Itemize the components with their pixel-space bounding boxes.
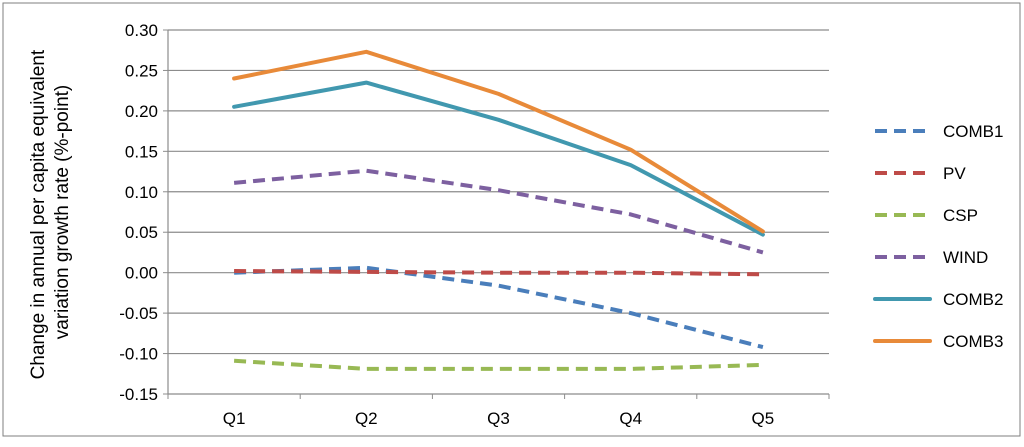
legend-label-wind: WIND (943, 248, 988, 267)
series-layer (232, 49, 765, 371)
y-tick-label: -0.15 (119, 385, 158, 404)
y-axis-label: Change in annual per capita equivalent v… (28, 45, 73, 380)
y-tick-label: 0.15 (125, 142, 158, 161)
x-tick-label: Q4 (619, 409, 642, 428)
y-tick-label: 0.25 (125, 61, 158, 80)
y-tick-label: 0.05 (125, 223, 158, 242)
series-line-comb2 (232, 80, 765, 237)
y-axis-label-line-2: variation growth rate (%-point) (52, 85, 73, 340)
y-tick-label: 0.20 (125, 102, 158, 121)
y-axis-ticks: -0.15 -0.10 -0.05 0.00 0.05 0.10 0.15 0.20 0.25 0… (119, 21, 168, 404)
x-tick-label: Q5 (752, 409, 775, 428)
y-tick-label: -0.10 (119, 345, 158, 364)
legend-label-comb2: COMB2 (943, 290, 1003, 309)
legend-label-csp: CSP (943, 206, 978, 225)
x-tick-label: Q2 (355, 409, 378, 428)
series-line-wind (233, 168, 764, 255)
x-axis-ticks: Q1 Q2 Q3 Q4 Q5 (167, 394, 830, 428)
legend-label-comb1: COMB1 (943, 122, 1003, 141)
legend: COMB1 PV CSP WIND COMB2 COMB3 (873, 122, 1003, 351)
chart-border (2, 2, 1021, 437)
y-tick-label: 0.10 (125, 183, 158, 202)
gridlines (168, 29, 829, 355)
series-line-csp (233, 358, 763, 371)
x-tick-label: Q1 (223, 409, 246, 428)
legend-label-pv: PV (943, 164, 966, 183)
axes (167, 30, 829, 395)
y-tick-label: 0.00 (125, 264, 158, 283)
series-line-comb3 (232, 49, 765, 234)
series-line-comb1 (234, 265, 764, 350)
y-tick-label: 0.30 (125, 21, 158, 40)
y-tick-label: -0.05 (119, 304, 158, 323)
legend-label-comb3: COMB3 (943, 332, 1003, 351)
x-tick-label: Q3 (487, 409, 510, 428)
series-line-pv (234, 269, 763, 277)
y-axis-label-line-1: Change in annual per capita equivalent (28, 49, 49, 379)
